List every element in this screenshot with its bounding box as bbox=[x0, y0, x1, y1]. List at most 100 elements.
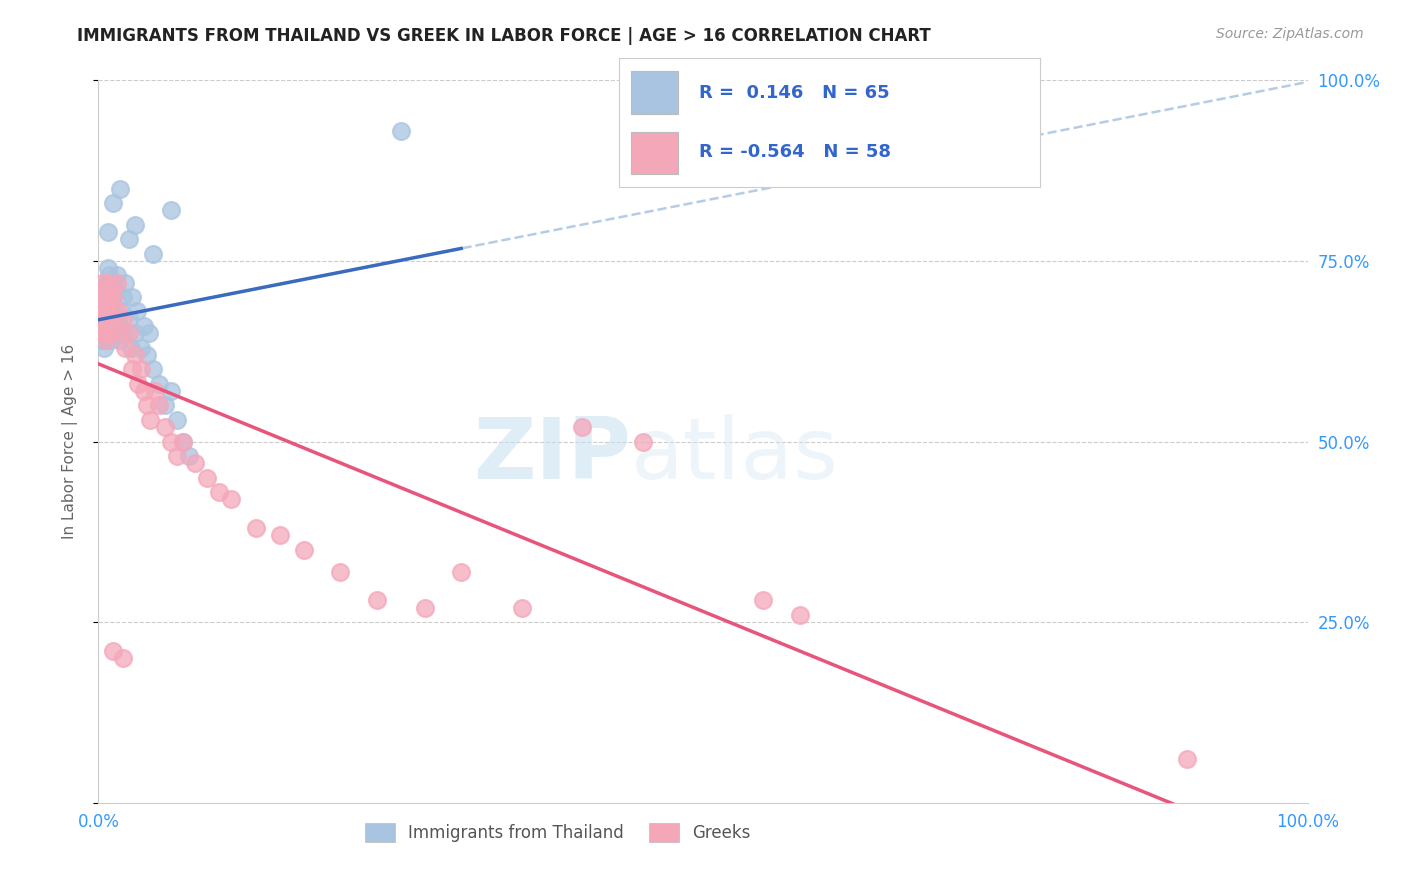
Point bbox=[103, 311, 125, 326]
Point bbox=[94, 318, 117, 333]
Point bbox=[91, 304, 114, 318]
Point bbox=[100, 304, 122, 318]
Point bbox=[160, 203, 183, 218]
Point bbox=[114, 341, 136, 355]
Point bbox=[93, 341, 115, 355]
Point bbox=[91, 318, 114, 333]
Point bbox=[97, 276, 120, 290]
Point bbox=[160, 384, 183, 398]
Point bbox=[1175, 752, 1198, 766]
Point bbox=[269, 528, 291, 542]
Point bbox=[96, 276, 118, 290]
Point bbox=[148, 376, 170, 391]
Point bbox=[94, 304, 117, 318]
Point bbox=[101, 290, 124, 304]
Point bbox=[118, 232, 141, 246]
Point bbox=[91, 311, 114, 326]
Point bbox=[93, 304, 115, 318]
Point bbox=[292, 542, 315, 557]
FancyBboxPatch shape bbox=[631, 132, 678, 175]
Point bbox=[143, 384, 166, 398]
Point bbox=[118, 326, 141, 340]
Point bbox=[100, 283, 122, 297]
Point bbox=[127, 304, 149, 318]
Point bbox=[138, 326, 160, 340]
Point bbox=[108, 318, 131, 333]
Point bbox=[329, 565, 352, 579]
Point bbox=[104, 283, 127, 297]
Point bbox=[101, 644, 124, 658]
Point bbox=[134, 384, 156, 398]
Point bbox=[120, 341, 142, 355]
Point bbox=[100, 326, 122, 340]
Point bbox=[571, 420, 593, 434]
Point bbox=[96, 304, 118, 318]
Text: R = -0.564   N = 58: R = -0.564 N = 58 bbox=[699, 144, 891, 161]
Point bbox=[142, 246, 165, 260]
Point bbox=[153, 420, 176, 434]
Point bbox=[91, 326, 114, 340]
Point bbox=[93, 311, 115, 326]
Point bbox=[108, 182, 131, 196]
Point bbox=[172, 434, 194, 449]
Point bbox=[221, 492, 243, 507]
Point bbox=[110, 304, 132, 318]
Text: Source: ZipAtlas.com: Source: ZipAtlas.com bbox=[1216, 27, 1364, 41]
Point bbox=[134, 318, 156, 333]
Point bbox=[135, 398, 157, 412]
Point bbox=[111, 651, 134, 665]
Point bbox=[124, 348, 146, 362]
Point bbox=[108, 334, 131, 348]
Point bbox=[127, 376, 149, 391]
Point bbox=[112, 326, 135, 340]
Point bbox=[91, 326, 114, 340]
Point bbox=[129, 362, 152, 376]
Point bbox=[121, 362, 143, 376]
Point bbox=[94, 334, 117, 348]
Point bbox=[148, 398, 170, 412]
Point bbox=[111, 311, 134, 326]
Point bbox=[789, 607, 811, 622]
Point bbox=[93, 318, 115, 333]
Point bbox=[98, 297, 121, 311]
Point bbox=[90, 311, 112, 326]
Point bbox=[121, 290, 143, 304]
Point bbox=[91, 276, 114, 290]
Point bbox=[631, 434, 654, 449]
Point bbox=[91, 334, 114, 348]
Point bbox=[107, 304, 129, 318]
Point bbox=[118, 311, 141, 326]
Point bbox=[100, 304, 122, 318]
Point bbox=[97, 225, 120, 239]
Point bbox=[510, 600, 533, 615]
Point bbox=[107, 311, 129, 326]
Text: atlas: atlas bbox=[630, 415, 838, 498]
Point bbox=[166, 449, 188, 463]
Point bbox=[450, 565, 472, 579]
Point bbox=[91, 311, 114, 326]
Point bbox=[98, 268, 121, 283]
Point bbox=[124, 218, 146, 232]
Point bbox=[208, 485, 231, 500]
Point bbox=[184, 456, 207, 470]
Point bbox=[100, 290, 122, 304]
Point bbox=[105, 276, 128, 290]
Point bbox=[90, 290, 112, 304]
Point bbox=[93, 283, 115, 297]
Point bbox=[97, 311, 120, 326]
Text: R =  0.146   N = 65: R = 0.146 N = 65 bbox=[699, 84, 890, 102]
Point bbox=[91, 318, 114, 333]
Point bbox=[97, 283, 120, 297]
Point bbox=[135, 348, 157, 362]
Point bbox=[105, 268, 128, 283]
FancyBboxPatch shape bbox=[631, 70, 678, 113]
Point bbox=[103, 304, 125, 318]
Point bbox=[101, 290, 124, 304]
Point bbox=[139, 413, 162, 427]
Point bbox=[413, 600, 436, 615]
Point bbox=[389, 124, 412, 138]
Point bbox=[108, 326, 131, 340]
Point bbox=[111, 290, 134, 304]
Point bbox=[100, 334, 122, 348]
Point bbox=[752, 593, 775, 607]
